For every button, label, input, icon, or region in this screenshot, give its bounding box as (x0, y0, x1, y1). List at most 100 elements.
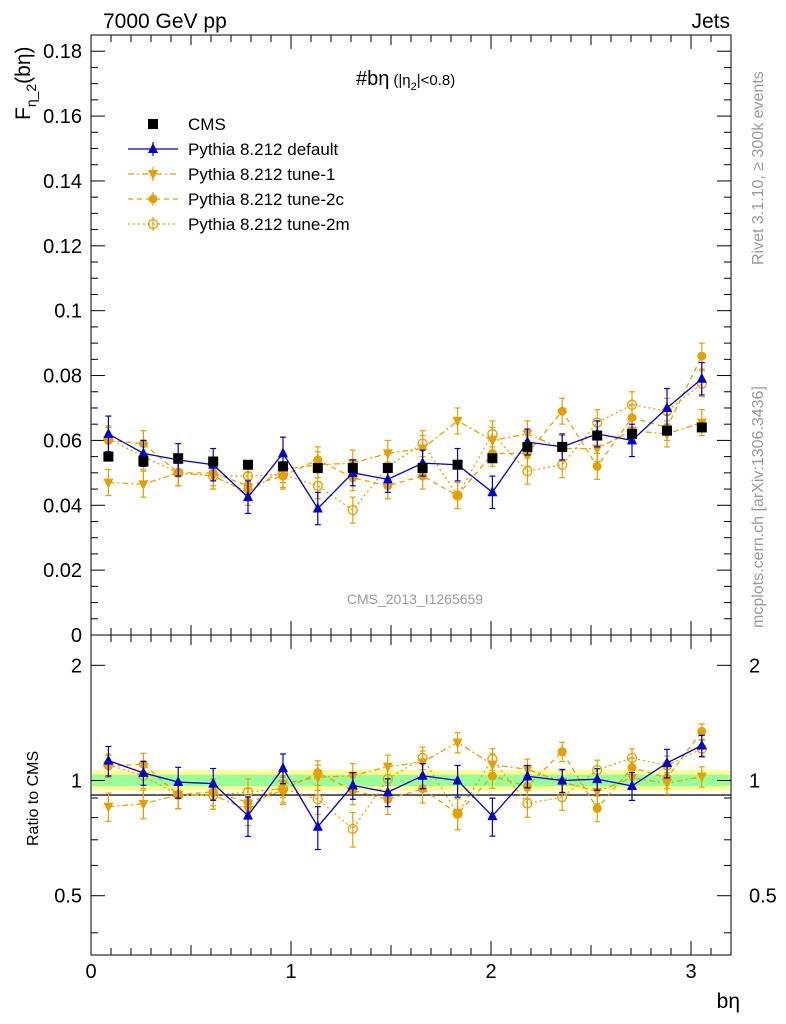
legend-marker (147, 218, 159, 230)
ratio-data-point (557, 747, 567, 757)
data-point (173, 453, 184, 464)
ratio-data-point (417, 752, 428, 764)
ratio-data-point (312, 820, 323, 831)
axis-ticks (90, 35, 732, 955)
data-point (592, 461, 602, 471)
ratio-series-line (108, 744, 703, 828)
ratio-data-point (696, 739, 707, 750)
rivet-version-label: Rivet 3.1.10, ≥ 300k events (750, 71, 767, 265)
data-point (103, 427, 114, 438)
top-y-tick-label: 0.08 (43, 366, 82, 388)
data-point (487, 428, 498, 440)
ratio-data-point (103, 802, 114, 813)
plot-title-main: #bη (356, 68, 389, 90)
y-label-sub: η_2 (23, 84, 39, 108)
ratio-y-tick-label-left: 2 (71, 655, 82, 677)
ratio-data-point (138, 799, 149, 810)
data-point (278, 447, 288, 458)
top-y-tick-label: 0.02 (43, 560, 82, 582)
x-tick-label: 3 (685, 961, 696, 983)
data-point (696, 372, 707, 383)
data-point (627, 434, 637, 445)
ratio-y-tick-label-right: 2 (749, 655, 760, 677)
ratio-data-point (626, 752, 638, 764)
ratio-data-point (278, 762, 288, 773)
ratio-data-point (697, 726, 707, 736)
ratio-data-point (347, 823, 358, 835)
data-point (312, 502, 323, 513)
legend: CMS Pythia 8.212 default Pythia 8.212 tune… (128, 115, 350, 234)
y-label-arg: (bη) (12, 46, 35, 83)
data-point (347, 462, 358, 473)
data-point (417, 462, 428, 473)
series-line (108, 383, 703, 512)
ratio-data-point (522, 770, 533, 781)
data-point (627, 428, 637, 439)
data-point (243, 459, 253, 470)
ratio-series-line (108, 731, 703, 815)
ratio-data-point (242, 786, 254, 798)
x-tick-labels: 0 1 2 3 (85, 961, 696, 983)
data-point (452, 490, 463, 501)
top-y-tick-label: 0 (71, 625, 82, 647)
data-point (278, 461, 288, 472)
data-point (557, 406, 567, 416)
x-tick-label: 0 (85, 961, 96, 983)
plot-title-cut-open: (|η (393, 72, 410, 89)
legend-label: Pythia 8.212 tune-2c (188, 190, 344, 209)
data-point (382, 473, 393, 484)
plot-title-cut-sub: 2 (411, 81, 417, 93)
plot-title-cut-close: |<0.8) (417, 72, 456, 89)
top-y-tick-label: 0.18 (43, 41, 82, 63)
x-tick-label: 1 (285, 961, 296, 983)
green-band (92, 774, 730, 787)
ratio-data-point (487, 810, 498, 821)
ratio-y-tick-label-left: 1 (71, 771, 82, 793)
data-point (208, 456, 219, 467)
ratio-data-point (173, 776, 184, 787)
data-point (417, 438, 428, 449)
series-line (108, 420, 703, 494)
ratio-data-point (487, 753, 498, 765)
top-y-tick-label: 0.16 (43, 106, 82, 128)
legend-label: Pythia 8.212 tune-1 (188, 165, 335, 184)
analysis-watermark: CMS_2013_I1265659 (347, 591, 483, 607)
legend-marker (148, 143, 158, 153)
legend-label: CMS (188, 115, 226, 134)
ratio-y-tick-label-left: 0.5 (54, 886, 82, 908)
top-y-axis-label: Fη_2(bη) (12, 46, 39, 120)
data-point (696, 422, 707, 433)
top-y-tick-label: 0.12 (43, 236, 82, 258)
data-point (522, 441, 533, 452)
top-y-tick-label: 0.06 (43, 430, 82, 452)
ratio-data-point (452, 774, 463, 785)
x-axis-label: bη (717, 990, 740, 1013)
ratio-data-point (452, 738, 463, 749)
ratio-series-line (108, 748, 703, 830)
data-point (313, 455, 323, 465)
series-pythia-8-212-tune-2c (103, 342, 707, 831)
ratio-data-point (452, 808, 463, 819)
mcplots-label: mcplots.cern.ch [arXiv:1306.3436] (750, 386, 767, 628)
series-line (108, 355, 703, 497)
data-point (312, 480, 323, 491)
data-point (138, 447, 149, 458)
ratio-data-point (347, 779, 358, 790)
data-point (662, 401, 672, 412)
top-panel-frame (90, 34, 732, 636)
data-point (626, 399, 638, 410)
ratio-data-point (696, 772, 707, 783)
data-point (138, 480, 149, 491)
x-tick-label: 2 (485, 961, 496, 983)
data-point (103, 478, 114, 489)
data-point (138, 456, 149, 467)
ratio-data-point (313, 768, 323, 778)
plot-title: #bη (|η2|<0.8) (356, 68, 455, 93)
top-y-tick-labels: 0 0.02 0.04 0.06 0.08 0.1 0.12 0.14 0.16 0.18 (43, 41, 82, 647)
ratio-y-axis-label: Ratio to CMS (25, 751, 42, 846)
ratio-data-point (208, 777, 219, 788)
ratio-data-point (382, 786, 393, 797)
ratio-data-point (557, 774, 568, 785)
header-right-label: Jets (691, 10, 730, 33)
ratio-data-point (138, 766, 149, 777)
